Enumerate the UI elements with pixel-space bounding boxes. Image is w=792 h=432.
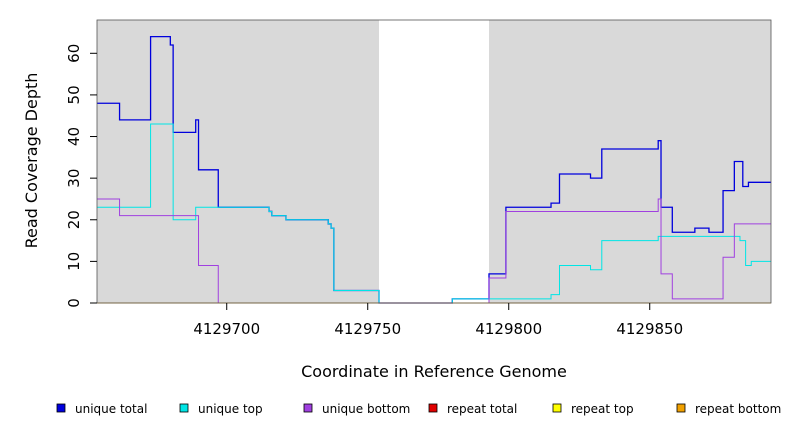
y-tick-label: 60	[65, 44, 83, 63]
legend: unique total unique top unique bottom repea…	[56, 402, 781, 416]
x-tick-label: 4129850	[616, 320, 683, 338]
x-tick-label: 4129750	[334, 320, 401, 338]
x-tick-label: 4129800	[475, 320, 542, 338]
legend-label: repeat top	[571, 402, 634, 416]
y-tick-label: 40	[65, 127, 83, 146]
x-axis-title: Coordinate in Reference Genome	[301, 362, 567, 381]
y-tick-label: 20	[65, 210, 83, 229]
legend-swatch	[552, 403, 562, 413]
legend-label: repeat total	[447, 402, 517, 416]
legend-swatch	[676, 403, 686, 413]
legend-swatch	[179, 403, 189, 413]
legend-swatch	[56, 403, 66, 413]
x-axis: 4129700 4129750 4129800 4129850	[193, 303, 683, 338]
y-axis: 0 10 20 30 40 50 60	[65, 44, 97, 308]
y-tick-label: 30	[65, 169, 83, 188]
plot-frame	[96, 19, 772, 304]
legend-swatch	[303, 403, 313, 413]
y-tick-label: 50	[65, 85, 83, 104]
x-tick-label: 4129700	[193, 320, 260, 338]
shaded-region	[97, 20, 380, 303]
legend-label: unique total	[75, 402, 147, 416]
plot-background-layer	[97, 20, 771, 303]
legend-label: repeat bottom	[695, 402, 781, 416]
y-tick-label: 10	[65, 252, 83, 271]
shaded-region	[488, 20, 771, 303]
legend-label: unique bottom	[322, 402, 410, 416]
y-axis-title: Read Coverage Depth	[22, 73, 41, 249]
legend-swatch	[428, 403, 438, 413]
y-tick-label: 0	[65, 298, 83, 308]
series-line-unique-bottom	[97, 198, 771, 304]
legend-label: unique top	[198, 402, 263, 416]
